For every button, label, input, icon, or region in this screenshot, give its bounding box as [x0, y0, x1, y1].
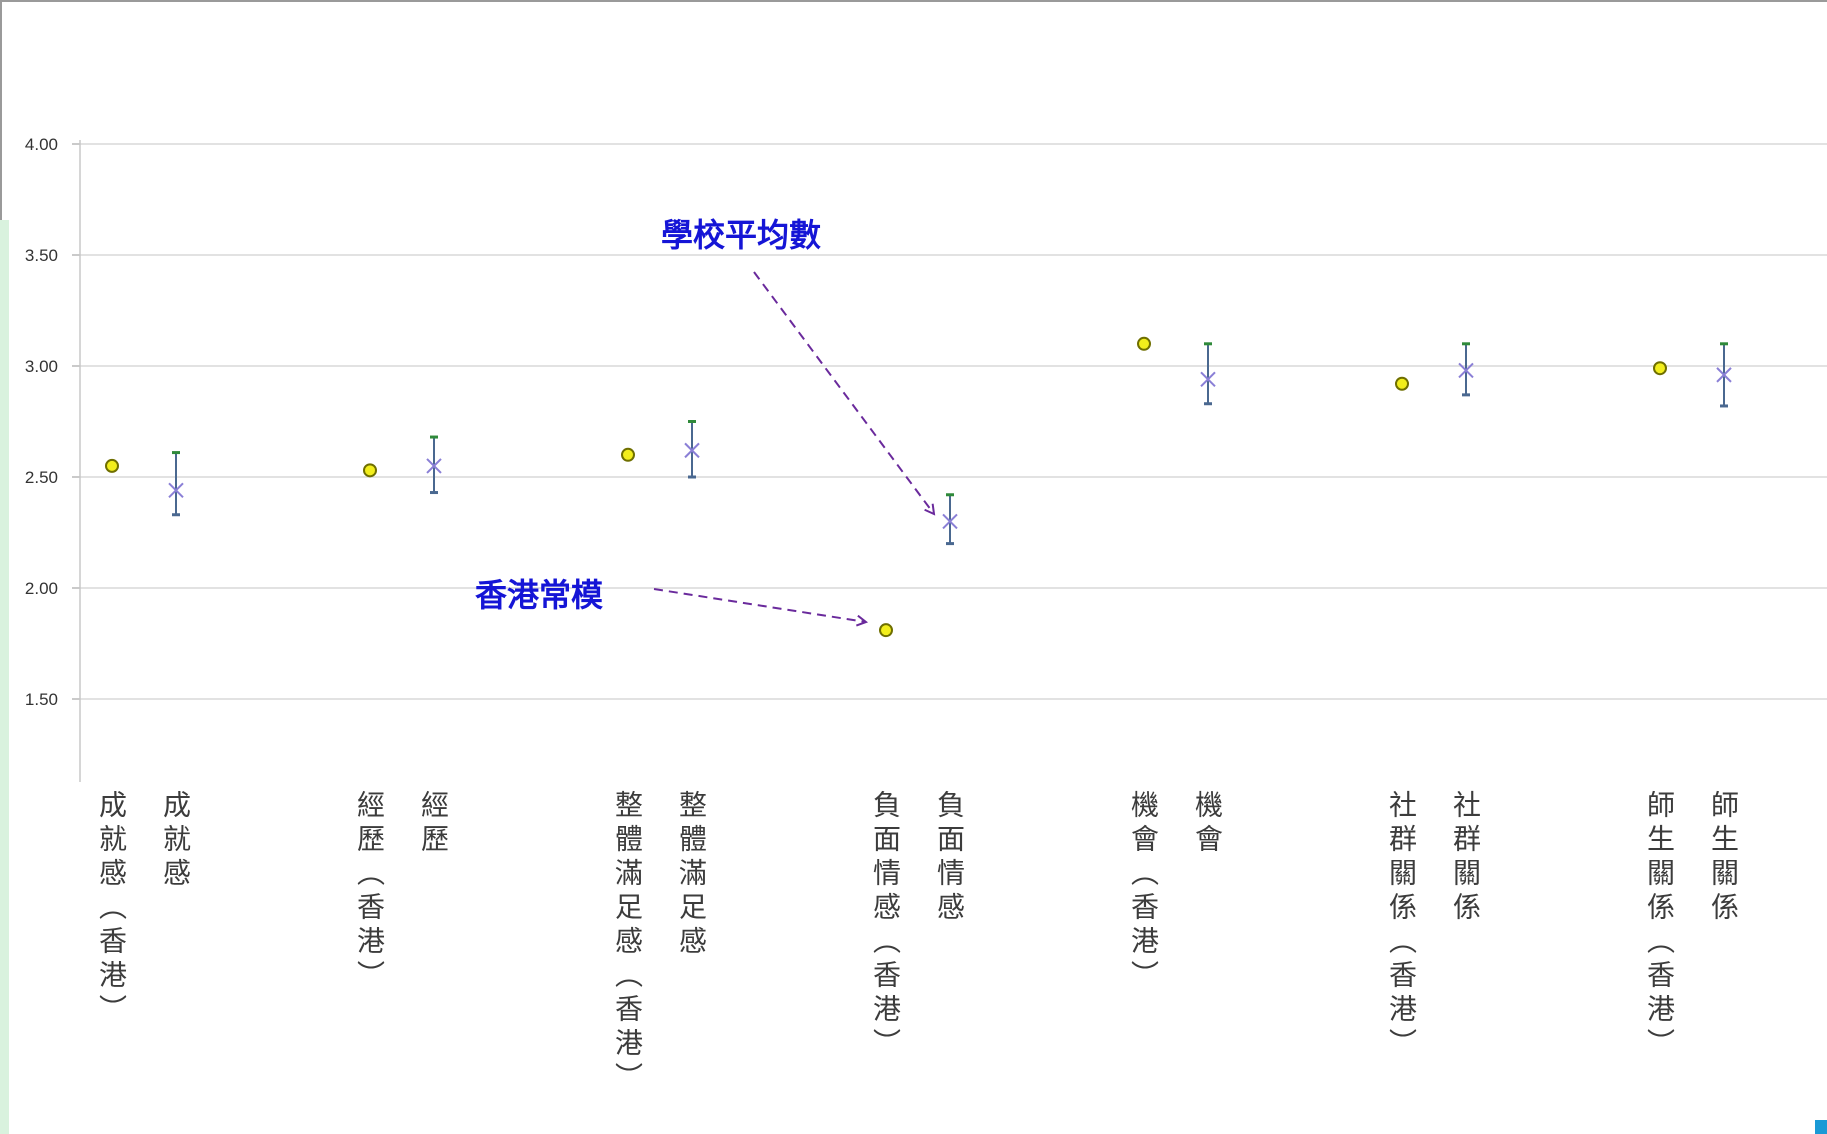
category-label-school-6: 師生關係 [1707, 790, 1740, 926]
school-mean-cross-b-0 [168, 482, 184, 499]
school-mean-cross-b-1 [426, 458, 442, 474]
corner-decoration [1815, 1120, 1827, 1134]
category-label-school-0: 成就感 [159, 790, 192, 892]
school-mean-point-0 [168, 482, 184, 499]
hk-norm-point-3 [879, 623, 893, 638]
data-points [105, 336, 1732, 638]
left-decorative-strip [0, 220, 9, 1134]
category-label-hk-1: 經歷（香港） [353, 790, 386, 994]
annotation-school-mean: 學校平均數 [661, 216, 822, 254]
school-mean-cross-b-5 [1458, 362, 1474, 379]
y-tick-label-4: 2.00 [25, 579, 58, 598]
category-label-school-1: 經歷 [417, 790, 450, 858]
hk-norm-point-0 [105, 458, 119, 473]
error-bars [172, 342, 1728, 546]
annotation-arrow-school-mean [753, 271, 934, 514]
category-label-school-2: 整體滿足感 [675, 790, 708, 960]
hk-norm-point-2 [621, 447, 635, 462]
category-label-school-5: 社群關係 [1449, 790, 1482, 926]
hk-norm-point-4 [1137, 336, 1151, 351]
y-axis-ticks: 4.00 3.50 3.00 2.50 2.00 1.50 [25, 135, 58, 709]
y-tick-label-3: 2.50 [25, 468, 58, 487]
hk-norm-point-5 [1395, 376, 1409, 391]
annotation-hk-norm: 香港常模 [475, 576, 604, 614]
y-tick-label-5: 1.50 [25, 690, 58, 709]
school-mean-point-5 [1458, 362, 1474, 379]
school-mean-point-1 [426, 458, 442, 474]
school-mean-point-6 [1716, 367, 1732, 383]
category-label-hk-2: 整體滿足感（香港） [611, 790, 644, 1096]
annotation-arrow-hk-norm [653, 588, 866, 622]
gridlines [72, 143, 1827, 700]
category-label-hk-6: 師生關係（香港） [1643, 790, 1676, 1062]
category-label-school-4: 機會 [1191, 790, 1224, 858]
category-label-hk-5: 社群關係（香港） [1385, 790, 1418, 1062]
y-tick-label-2: 3.00 [25, 357, 58, 376]
hk-norm-point-6 [1653, 361, 1667, 376]
school-mean-point-2 [684, 442, 700, 459]
hk-norm-point-1 [363, 463, 377, 478]
category-label-hk-0: 成就感（香港） [95, 790, 128, 1028]
school-mean-cross-b-4 [1200, 371, 1216, 388]
school-mean-cross-b-3 [942, 513, 958, 530]
annotation-arrows [653, 271, 934, 622]
school-mean-cross-b-2 [684, 442, 700, 459]
category-label-hk-3: 負面情感（香港） [869, 790, 902, 1062]
y-tick-label-0: 4.00 [25, 135, 58, 154]
school-mean-cross-b-6 [1716, 367, 1732, 383]
school-mean-point-3 [942, 513, 958, 530]
category-label-school-3: 負面情感 [933, 790, 966, 926]
school-mean-point-4 [1200, 371, 1216, 388]
category-label-hk-4: 機會（香港） [1127, 790, 1160, 994]
y-tick-label-1: 3.50 [25, 246, 58, 265]
